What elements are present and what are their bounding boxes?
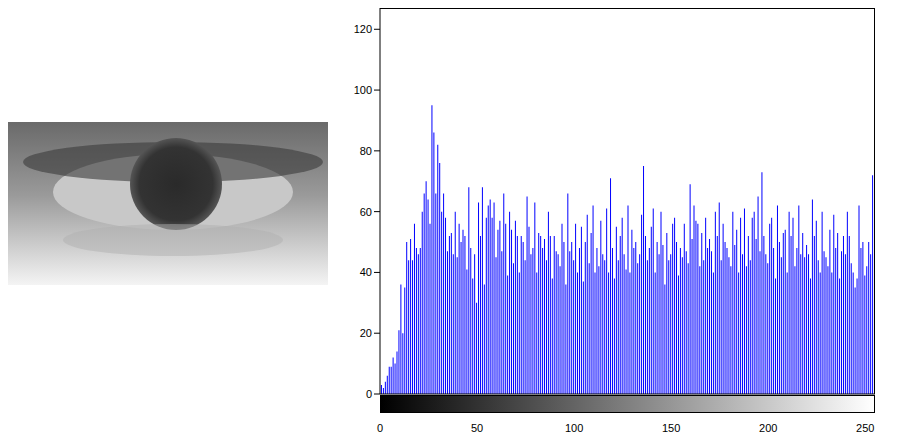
svg-text:250: 250 <box>856 422 874 434</box>
svg-text:50: 50 <box>471 422 483 434</box>
svg-text:150: 150 <box>662 422 680 434</box>
svg-text:0: 0 <box>366 388 372 400</box>
svg-text:80: 80 <box>360 145 372 157</box>
svg-text:40: 40 <box>360 266 372 278</box>
svg-text:0: 0 <box>377 422 383 434</box>
svg-text:20: 20 <box>360 327 372 339</box>
svg-text:100: 100 <box>354 84 372 96</box>
svg-text:100: 100 <box>565 422 583 434</box>
svg-text:120: 120 <box>354 23 372 35</box>
svg-text:200: 200 <box>759 422 777 434</box>
svg-text:60: 60 <box>360 206 372 218</box>
